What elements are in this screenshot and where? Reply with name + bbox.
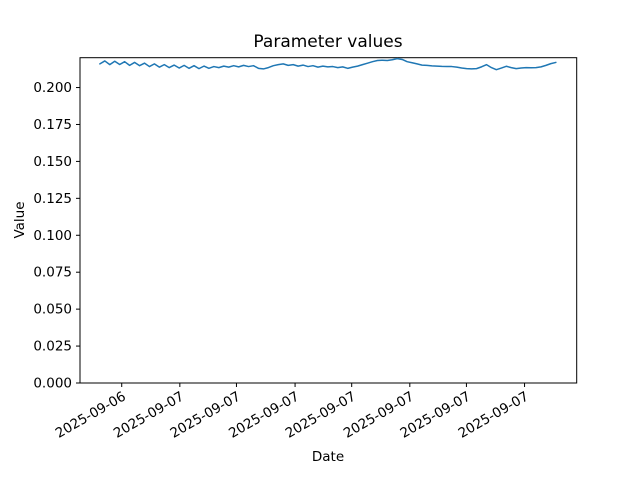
- x-axis-label: Date: [312, 449, 344, 465]
- y-tick-label: 0.075: [33, 265, 72, 281]
- chart-title: Parameter values: [253, 32, 402, 52]
- y-tick-label: 0.200: [33, 80, 72, 96]
- x-axis-ticks: 2025-09-062025-09-072025-09-072025-09-07…: [53, 383, 532, 442]
- plot-frame: [79, 57, 578, 384]
- y-tick-label: 0.150: [33, 154, 72, 170]
- y-axis-label: Value: [12, 201, 28, 238]
- y-tick-label: 0.050: [33, 302, 72, 318]
- y-axis-ticks: 0.000 0.025 0.050 0.075 0.100 0.125 0.150 0.175…: [33, 80, 80, 392]
- y-tick-label: 0.025: [33, 339, 72, 355]
- y-tick-label: 0.000: [33, 376, 72, 392]
- y-tick-label: 0.175: [33, 117, 72, 133]
- data-series: [99, 57, 557, 71]
- y-tick-label: 0.125: [33, 191, 72, 207]
- y-tick-label: 0.100: [33, 228, 72, 244]
- data-line: [99, 57, 557, 71]
